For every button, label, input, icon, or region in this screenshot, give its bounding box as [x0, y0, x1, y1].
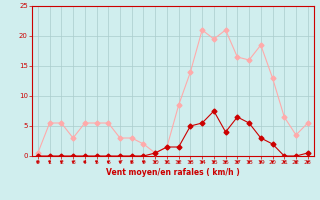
X-axis label: Vent moyen/en rafales ( km/h ): Vent moyen/en rafales ( km/h ): [106, 168, 240, 177]
